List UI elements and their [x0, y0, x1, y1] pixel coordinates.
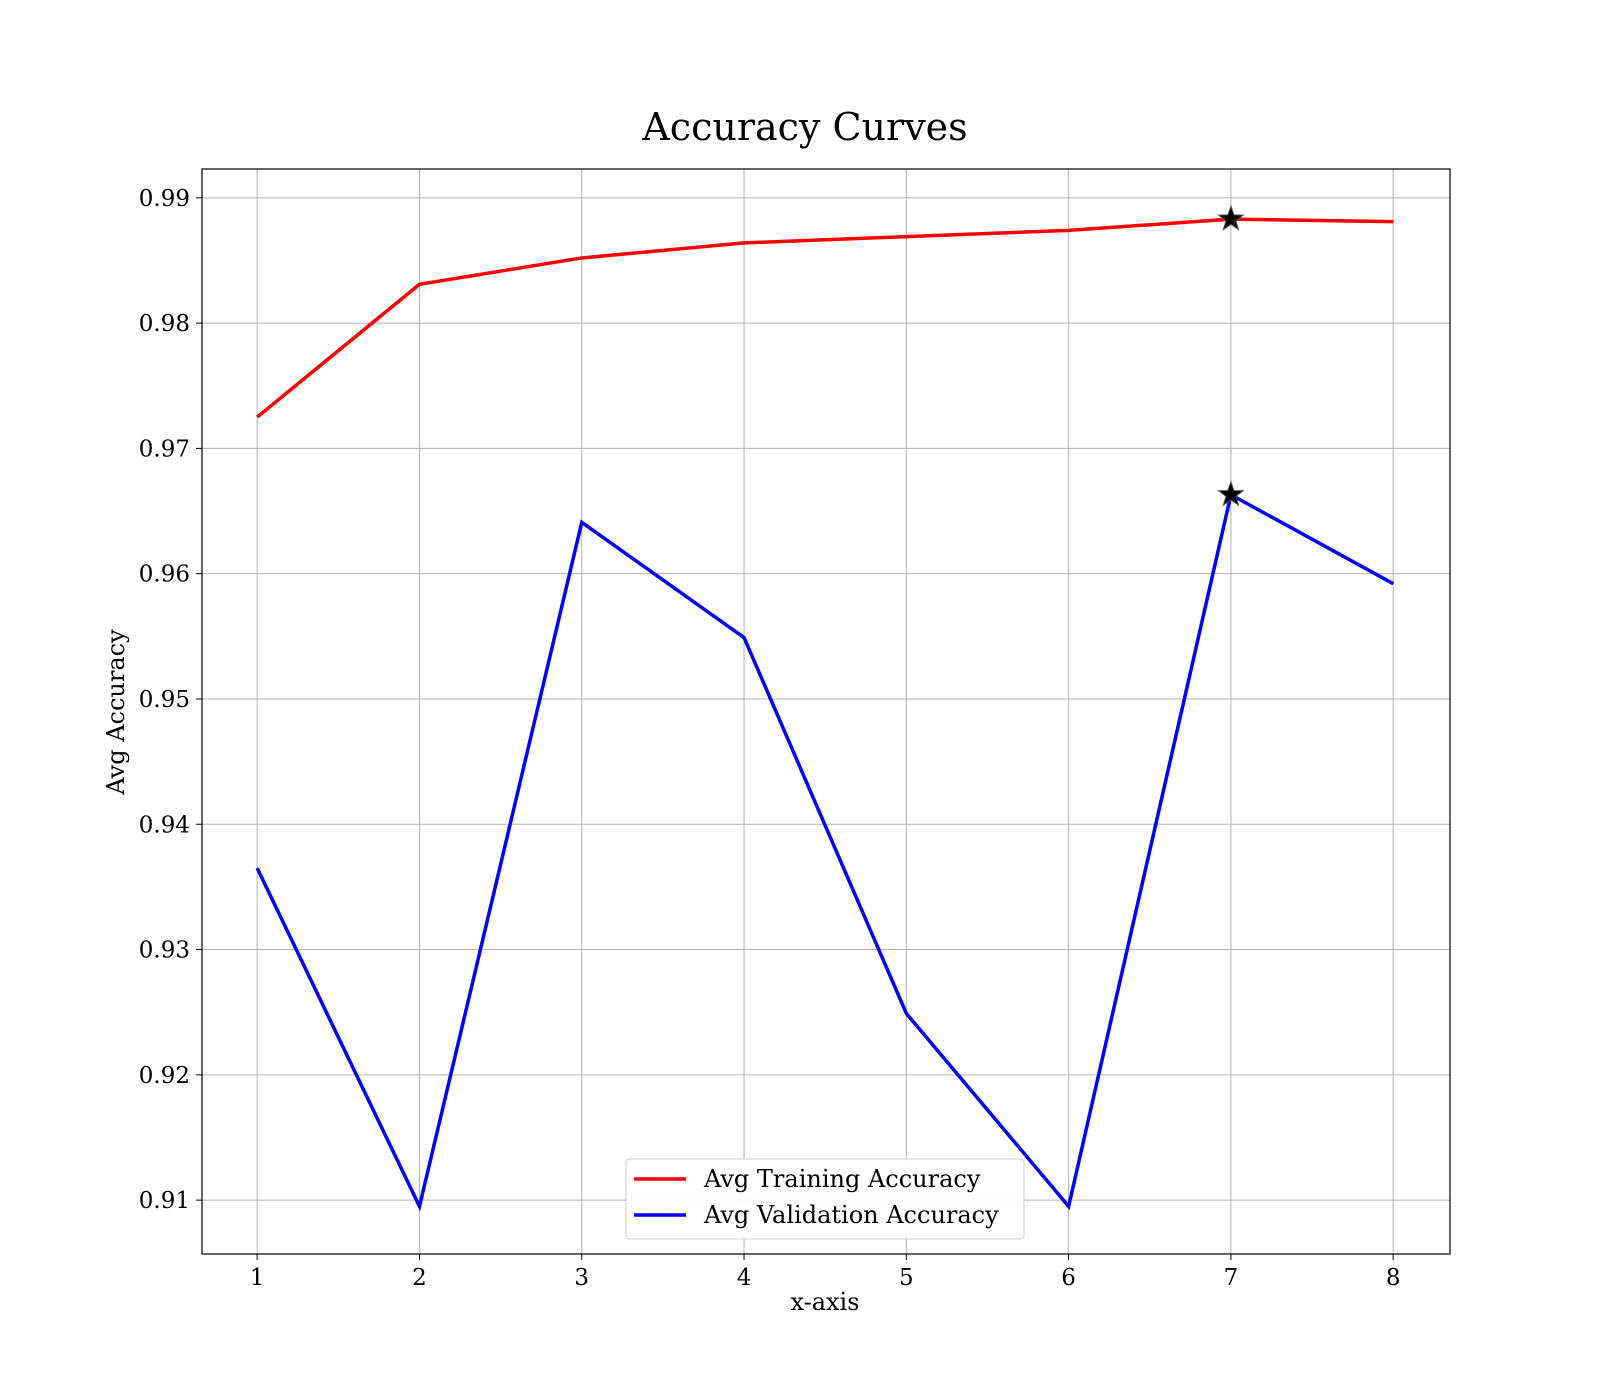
x-tick-label: 6 [1061, 1265, 1076, 1291]
y-ticks: 0.91 0.92 0.93 0.94 0.95 0.96 0.97 0.98 0.99 [139, 186, 202, 1214]
grid-lines [202, 169, 1450, 1254]
y-tick-label: 0.93 [139, 938, 190, 964]
series-layer [255, 204, 1395, 1212]
chart-title: Accuracy Curves [641, 105, 967, 149]
x-tick-label: 4 [737, 1265, 752, 1291]
y-tick-label: 0.95 [139, 687, 190, 713]
y-tick-label: 0.97 [139, 436, 190, 462]
y-axis-label: Avg Accuracy [102, 629, 130, 796]
legend-label-1: Avg Training Accuracy [703, 1165, 981, 1193]
legend-label-2: Avg Validation Accuracy [703, 1201, 999, 1229]
y-tick-label: 0.94 [139, 812, 190, 838]
best-point-star-1 [1217, 204, 1245, 231]
y-tick-label: 0.98 [139, 311, 190, 337]
legend-box [625, 1158, 1025, 1240]
x-tick-label: 1 [250, 1265, 265, 1291]
x-tick-label: 5 [899, 1265, 914, 1291]
series-line-2 [255, 492, 1395, 1212]
series-line-1 [256, 217, 1394, 419]
x-tick-label: 2 [412, 1265, 427, 1291]
x-ticks: 1 2 3 4 5 6 7 8 [250, 1254, 1401, 1291]
y-tick-label: 0.92 [139, 1063, 190, 1089]
y-tick-label: 0.91 [139, 1188, 190, 1214]
x-tick-label: 8 [1386, 1265, 1401, 1291]
x-tick-label: 7 [1224, 1265, 1239, 1291]
y-tick-label: 0.96 [139, 562, 190, 588]
x-axis-label: x-axis [790, 1288, 859, 1316]
plot-frame [201, 168, 1451, 1255]
y-tick-label: 0.99 [139, 186, 190, 212]
legend: Avg Training Accuracy Avg Validation Accu… [625, 1158, 1025, 1240]
x-tick-label: 3 [574, 1265, 589, 1291]
best-point-star-2 [1217, 480, 1245, 507]
